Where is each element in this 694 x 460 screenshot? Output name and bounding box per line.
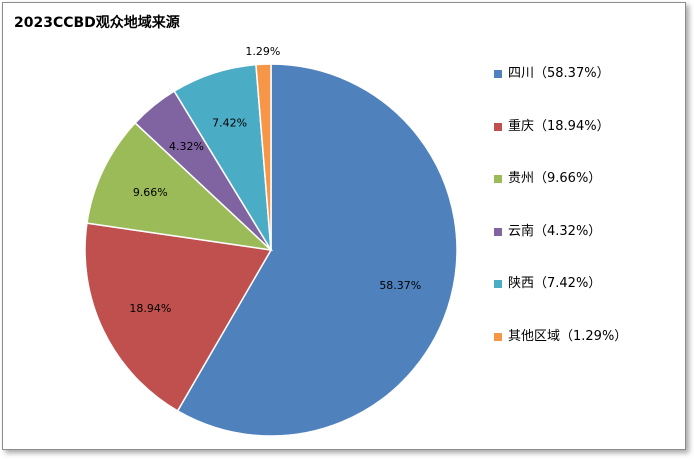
data-label-1: 58.37%: [379, 279, 421, 292]
legend-item-2: 重庆（18.94%）: [494, 117, 684, 170]
legend-swatch-6: [494, 332, 502, 341]
pie-slice-2: [84, 222, 273, 412]
legend-item-6: 其他区域（1.29%）: [494, 327, 684, 380]
data-label-3: 9.66%: [133, 186, 168, 199]
legend-item-3: 贵州（9.66%）: [494, 169, 684, 222]
chart-legend: 四川（58.37%） 重庆（18.94%） 贵州（9.66%） 云南（4.32%） 陕西…: [494, 64, 684, 379]
legend-swatch-4: [494, 227, 502, 236]
legend-swatch-3: [494, 175, 502, 183]
chart-title: 2023CCBD观众地域来源: [14, 15, 180, 31]
legend-label-5: 陕西（7.42%）: [508, 276, 602, 291]
pie-slice-3: [86, 121, 274, 252]
legend-item-4: 云南（4.32%）: [494, 222, 684, 275]
data-label-2: 18.94%: [129, 302, 171, 315]
legend-label-4: 云南（4.32%）: [508, 223, 602, 239]
legend-item-1: 四川（58.37%）: [494, 64, 684, 117]
legend-swatch-2: [494, 122, 502, 131]
legend-item-5: 陕西（7.42%）: [494, 274, 684, 327]
pie-slice-1: [176, 63, 458, 437]
data-label-6: 1.29%: [245, 45, 280, 58]
legend-swatch-1: [494, 70, 502, 78]
legend-label-6: 其他区域（1.29%）: [508, 328, 628, 344]
legend-label-1: 四川（58.37%）: [508, 66, 610, 81]
legend-label-2: 重庆（18.94%）: [508, 118, 610, 134]
legend-swatch-5: [494, 280, 502, 288]
data-label-4: 4.32%: [169, 140, 204, 153]
pie-slice-6: [255, 63, 272, 251]
data-label-5: 7.42%: [212, 117, 247, 130]
legend-label-3: 贵州（9.66%）: [508, 171, 602, 186]
